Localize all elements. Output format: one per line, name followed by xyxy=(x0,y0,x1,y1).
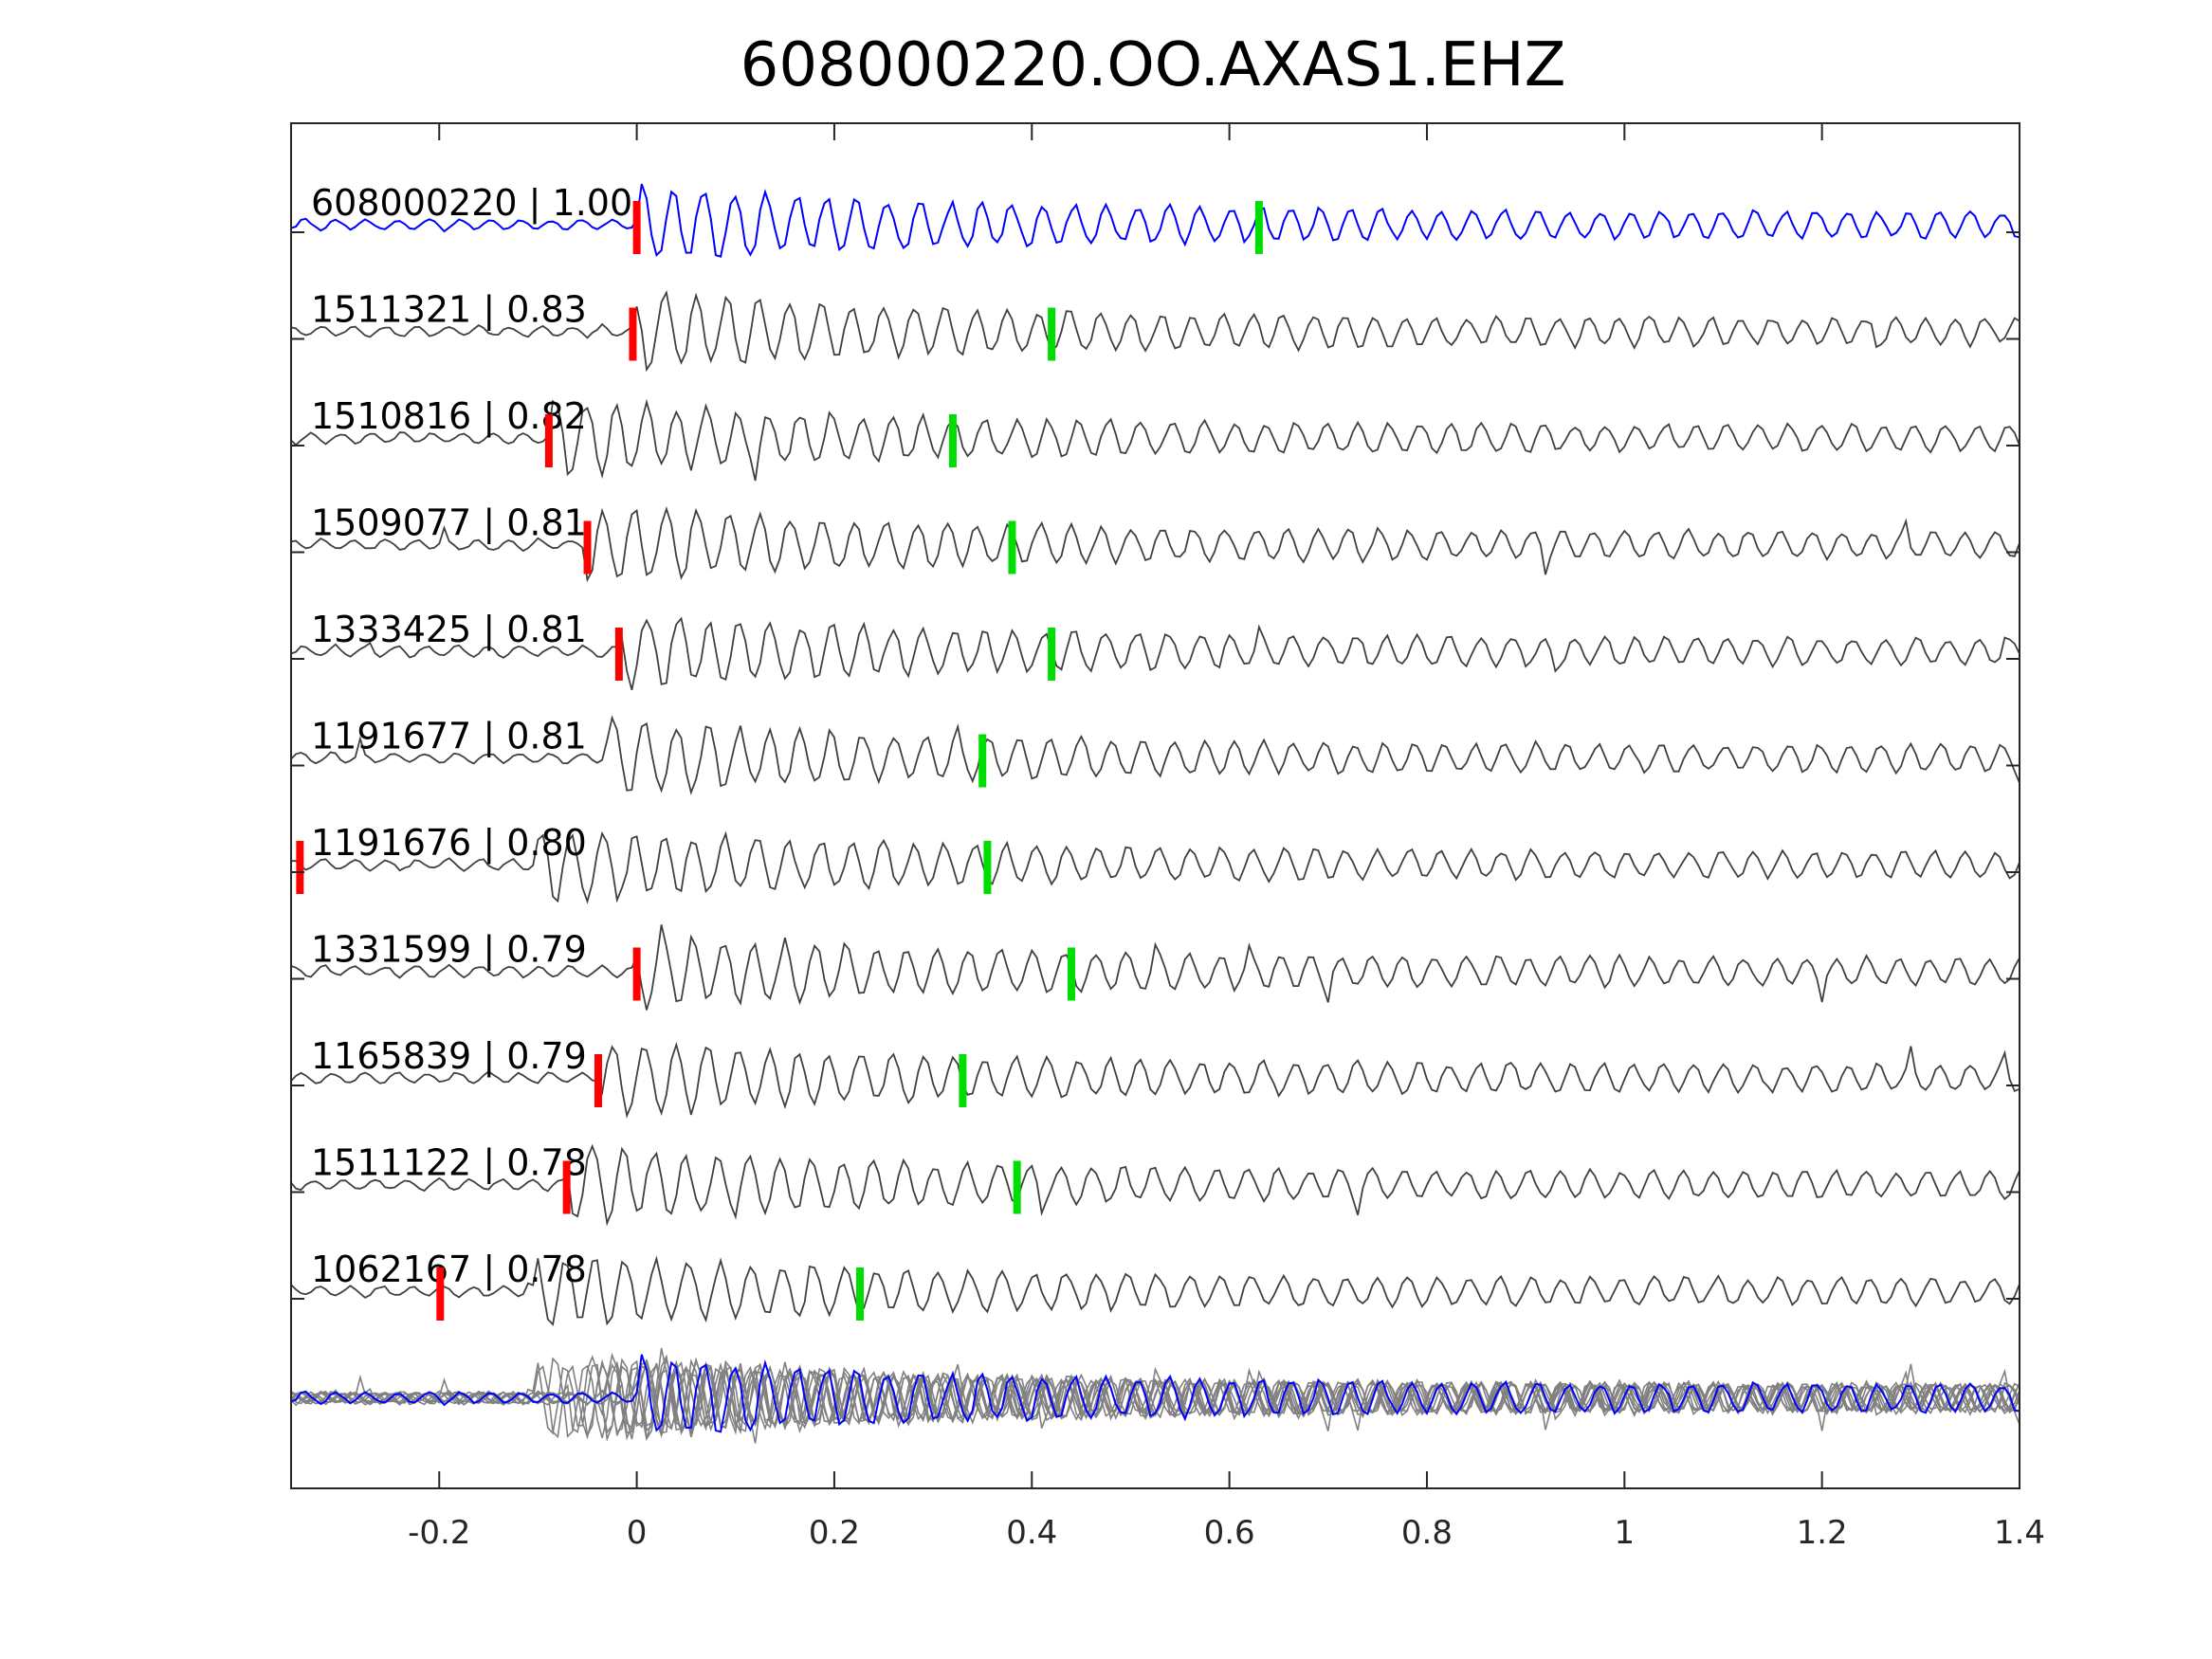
x-tick-label: 0.8 xyxy=(1401,1514,1453,1552)
x-tick-label: 0.6 xyxy=(1204,1514,1255,1552)
trace-1165839 xyxy=(290,1041,2020,1119)
p-pick-marker xyxy=(436,1267,445,1321)
trace-1510816 xyxy=(290,398,2020,482)
s-pick-marker xyxy=(856,1267,865,1321)
stack-template-trace xyxy=(290,1354,2020,1433)
stack-trace xyxy=(290,1361,2020,1435)
trace-label: 1511321 | 0.83 xyxy=(311,289,587,332)
x-tick-label: 0.2 xyxy=(809,1514,860,1552)
trace-label: 608000220 | 1.00 xyxy=(311,182,632,225)
x-tick-label: -0.2 xyxy=(408,1514,470,1552)
s-pick-marker xyxy=(1013,1160,1021,1214)
p-pick-marker xyxy=(632,947,641,1001)
trace-label: 1165839 | 0.79 xyxy=(311,1035,587,1078)
x-tick-label: 0 xyxy=(627,1514,648,1552)
trace-label: 1511122 | 0.78 xyxy=(311,1142,587,1185)
trace-label: 1191676 | 0.80 xyxy=(311,822,587,865)
trace-1191677 xyxy=(290,715,2020,795)
trace-1511321 xyxy=(290,289,2020,373)
s-pick-marker xyxy=(1254,201,1263,254)
plot-frame xyxy=(290,122,2020,1489)
s-pick-marker xyxy=(1048,307,1056,361)
p-pick-marker xyxy=(594,1054,602,1107)
s-pick-marker xyxy=(1048,628,1056,681)
s-pick-marker xyxy=(959,1054,967,1107)
trace-1509077 xyxy=(290,505,2020,583)
trace-label: 1509077 | 0.81 xyxy=(311,502,587,545)
s-pick-marker xyxy=(983,841,992,894)
p-pick-marker xyxy=(583,520,592,574)
trace-608000220 xyxy=(290,183,2020,258)
trace-label: 1510816 | 0.82 xyxy=(311,395,587,438)
p-pick-marker xyxy=(614,628,623,681)
trace-1333425 xyxy=(290,616,2020,691)
p-pick-marker xyxy=(544,414,553,467)
p-pick-marker xyxy=(296,841,304,894)
s-pick-marker xyxy=(948,414,957,467)
trace-label: 1331599 | 0.79 xyxy=(311,929,587,972)
s-pick-marker xyxy=(978,734,987,788)
p-pick-marker xyxy=(562,1160,571,1214)
p-pick-marker xyxy=(629,307,637,361)
p-pick-marker xyxy=(632,201,641,254)
x-tick-label: 0.4 xyxy=(1006,1514,1057,1552)
trace-label: 1333425 | 0.81 xyxy=(311,609,587,651)
trace-label: 1062167 | 0.78 xyxy=(311,1249,587,1291)
trace-1191676 xyxy=(291,830,2020,904)
trace-label: 1191677 | 0.81 xyxy=(311,716,587,758)
trace-1062167 xyxy=(290,1255,2020,1326)
trace-1331599 xyxy=(290,924,2020,1011)
trace-1511122 xyxy=(290,1143,2020,1227)
x-tick-label: 1 xyxy=(1614,1514,1635,1552)
s-pick-marker xyxy=(1067,947,1075,1001)
chart-title: 608000220.OO.AXAS1.EHZ xyxy=(740,30,1566,100)
x-tick-label: 1.2 xyxy=(1797,1514,1848,1552)
s-pick-marker xyxy=(1008,520,1016,574)
x-tick-label: 1.4 xyxy=(1994,1514,2045,1552)
